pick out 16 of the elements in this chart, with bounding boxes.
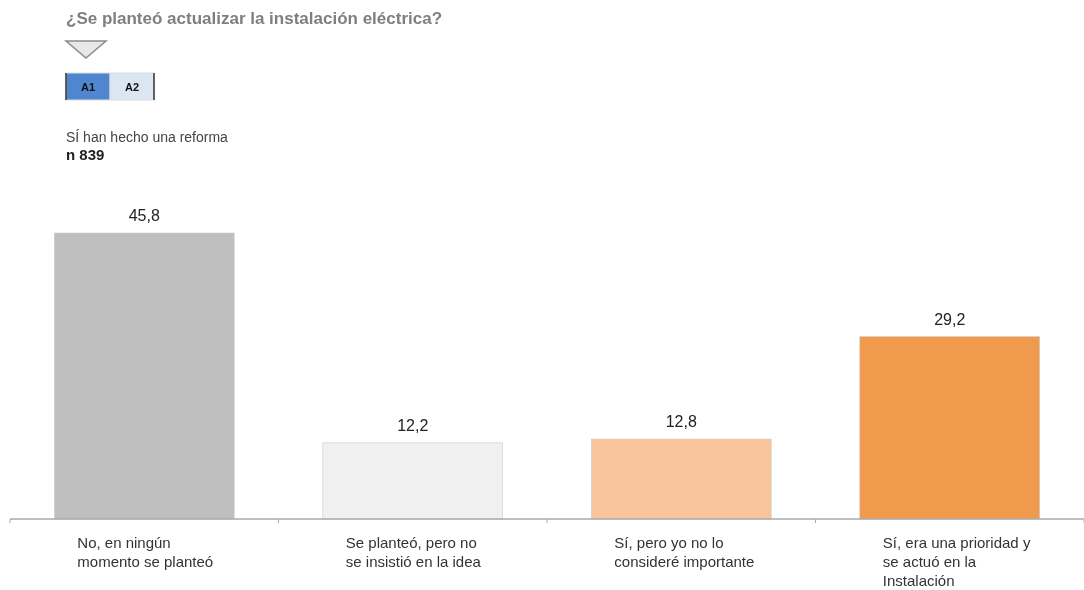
data-label: 12,2 [397, 416, 429, 434]
x-tick-label: Sí, pero yo no lo consideré importante [614, 534, 755, 570]
bar [322, 442, 503, 520]
bar [591, 438, 772, 520]
x-tick-label: Sí, era una prioridad y se actuó en la Instalación [882, 534, 1031, 589]
x-tick-label: Se planteó, pero no se insistió en la idea [345, 534, 482, 570]
bar [54, 232, 235, 520]
bar [859, 336, 1040, 520]
data-label: 29,2 [934, 310, 966, 328]
data-label: 12,8 [665, 413, 697, 431]
text: n 839 [66, 146, 105, 163]
chart-title: ¿Se planteó actualizar la instalación eléctrica? [66, 9, 443, 28]
chart-subtitle: SÍ han hecho una reforma [66, 129, 229, 145]
toggle-buttons: A1 A2 [65, 72, 155, 101]
data-label: 45,8 [128, 207, 160, 224]
x-tick-label: No, en ningún momento se planteó [77, 534, 214, 570]
